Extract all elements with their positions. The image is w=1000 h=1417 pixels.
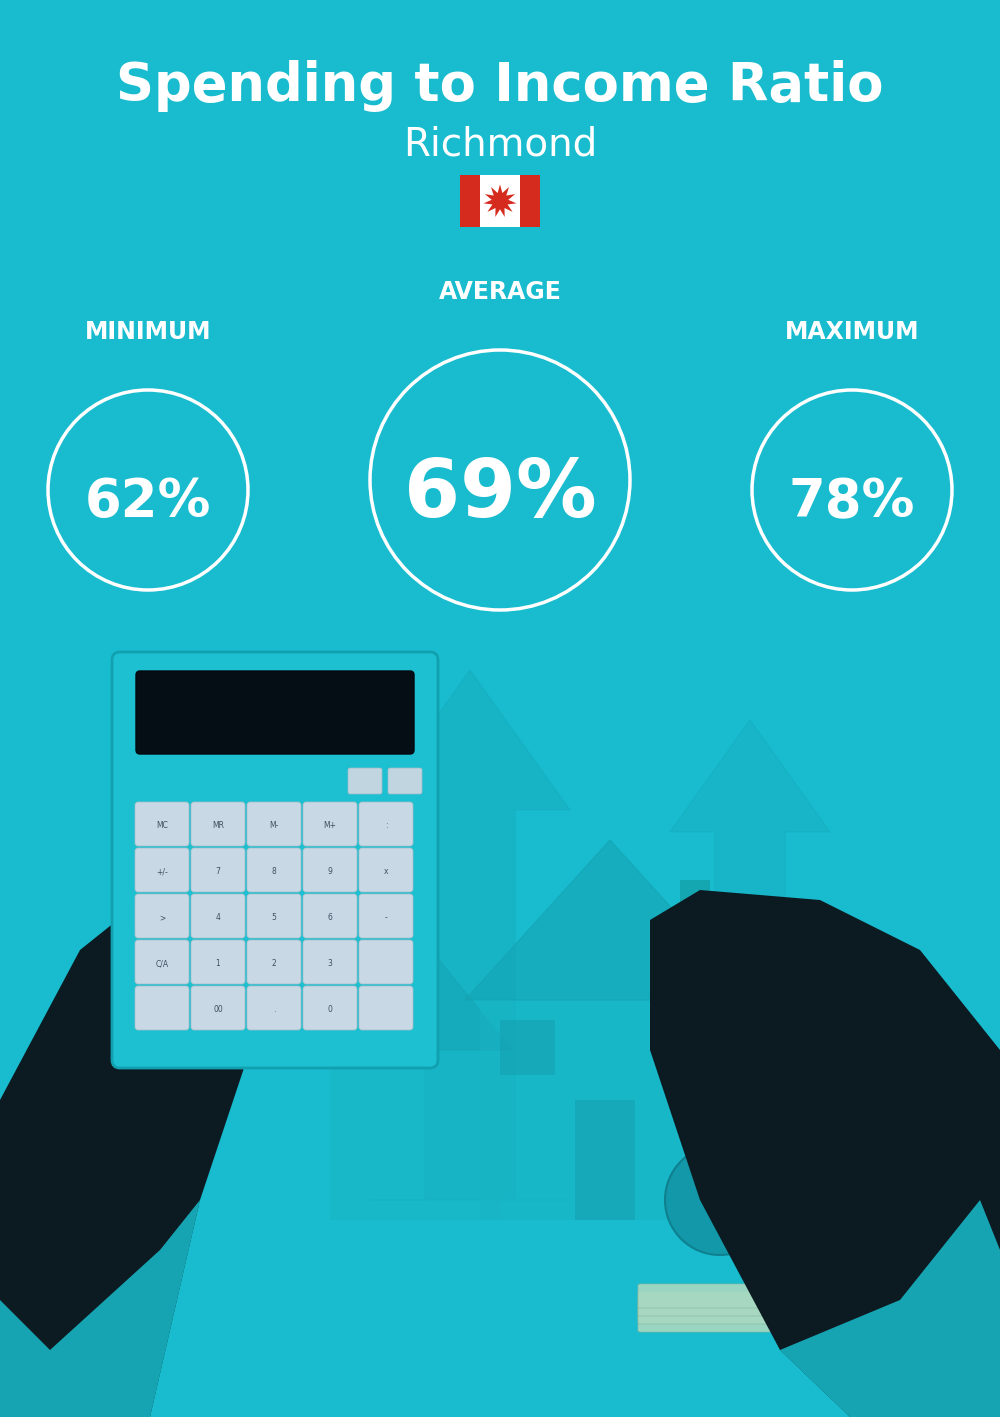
FancyBboxPatch shape	[680, 880, 710, 959]
FancyBboxPatch shape	[638, 1299, 812, 1323]
Text: 3: 3	[328, 959, 332, 968]
FancyBboxPatch shape	[359, 939, 413, 983]
Text: AVERAGE: AVERAGE	[439, 281, 561, 305]
Text: MC: MC	[156, 822, 168, 830]
FancyBboxPatch shape	[191, 986, 245, 1030]
Text: :: :	[385, 822, 387, 830]
Text: 5: 5	[272, 914, 276, 922]
FancyBboxPatch shape	[247, 847, 301, 891]
Text: 62%: 62%	[85, 476, 211, 529]
Polygon shape	[465, 840, 755, 1000]
Polygon shape	[370, 670, 570, 1200]
FancyBboxPatch shape	[680, 1020, 735, 1076]
Circle shape	[665, 1145, 775, 1255]
FancyBboxPatch shape	[388, 768, 422, 794]
Text: .: .	[273, 1006, 275, 1015]
FancyBboxPatch shape	[575, 1100, 635, 1220]
FancyBboxPatch shape	[500, 1020, 555, 1076]
FancyBboxPatch shape	[191, 802, 245, 846]
Text: MINIMUM: MINIMUM	[85, 320, 211, 344]
Text: +/-: +/-	[156, 867, 168, 877]
Circle shape	[765, 1145, 935, 1315]
Text: MAXIMUM: MAXIMUM	[785, 320, 919, 344]
Text: x: x	[384, 867, 388, 877]
Text: 9: 9	[328, 867, 332, 877]
Polygon shape	[0, 1200, 200, 1417]
Text: Richmond: Richmond	[403, 125, 597, 163]
Text: 78%: 78%	[789, 476, 915, 529]
FancyBboxPatch shape	[303, 986, 357, 1030]
FancyBboxPatch shape	[520, 176, 540, 227]
Text: 6: 6	[328, 914, 332, 922]
FancyBboxPatch shape	[135, 939, 189, 983]
FancyBboxPatch shape	[348, 768, 382, 794]
Polygon shape	[318, 930, 512, 1050]
FancyBboxPatch shape	[638, 1284, 812, 1308]
Circle shape	[257, 812, 293, 847]
Polygon shape	[780, 1200, 1000, 1417]
FancyBboxPatch shape	[112, 652, 438, 1068]
Text: $: $	[836, 1219, 864, 1257]
FancyBboxPatch shape	[303, 939, 357, 983]
FancyBboxPatch shape	[702, 1117, 738, 1151]
FancyBboxPatch shape	[330, 1050, 500, 1220]
Text: -: -	[385, 914, 387, 922]
FancyBboxPatch shape	[247, 802, 301, 846]
FancyBboxPatch shape	[303, 802, 357, 846]
FancyBboxPatch shape	[359, 802, 413, 846]
Polygon shape	[650, 890, 1000, 1417]
FancyBboxPatch shape	[359, 986, 413, 1030]
FancyBboxPatch shape	[828, 1111, 872, 1152]
Text: 00: 00	[213, 1006, 223, 1015]
FancyBboxPatch shape	[303, 847, 357, 891]
FancyBboxPatch shape	[135, 802, 189, 846]
FancyBboxPatch shape	[480, 1000, 740, 1220]
Text: 8: 8	[272, 867, 276, 877]
Text: 0: 0	[328, 1006, 332, 1015]
Polygon shape	[0, 820, 310, 1417]
Text: 4: 4	[216, 914, 220, 922]
FancyBboxPatch shape	[638, 1292, 812, 1316]
FancyBboxPatch shape	[136, 672, 414, 754]
Polygon shape	[670, 720, 830, 1200]
Circle shape	[272, 828, 308, 863]
Text: MR: MR	[212, 822, 224, 830]
Text: >: >	[159, 914, 165, 922]
Text: 69%: 69%	[404, 456, 596, 534]
FancyBboxPatch shape	[638, 1308, 812, 1332]
FancyBboxPatch shape	[191, 894, 245, 938]
FancyBboxPatch shape	[359, 847, 413, 891]
Polygon shape	[484, 184, 516, 217]
FancyBboxPatch shape	[247, 894, 301, 938]
Text: C/A: C/A	[155, 959, 169, 968]
FancyBboxPatch shape	[191, 939, 245, 983]
FancyBboxPatch shape	[359, 894, 413, 938]
Text: Spending to Income Ratio: Spending to Income Ratio	[116, 60, 884, 112]
Text: 2: 2	[272, 959, 276, 968]
FancyBboxPatch shape	[460, 176, 480, 227]
Text: 7: 7	[216, 867, 220, 877]
FancyBboxPatch shape	[191, 847, 245, 891]
FancyBboxPatch shape	[247, 986, 301, 1030]
FancyBboxPatch shape	[135, 847, 189, 891]
FancyBboxPatch shape	[247, 939, 301, 983]
Text: M-: M-	[269, 822, 279, 830]
FancyBboxPatch shape	[135, 986, 189, 1030]
FancyBboxPatch shape	[303, 894, 357, 938]
FancyBboxPatch shape	[135, 894, 189, 938]
FancyBboxPatch shape	[460, 176, 540, 227]
Text: 1: 1	[216, 959, 220, 968]
Text: $: $	[711, 1193, 729, 1217]
Text: M+: M+	[324, 822, 336, 830]
Circle shape	[237, 832, 273, 869]
